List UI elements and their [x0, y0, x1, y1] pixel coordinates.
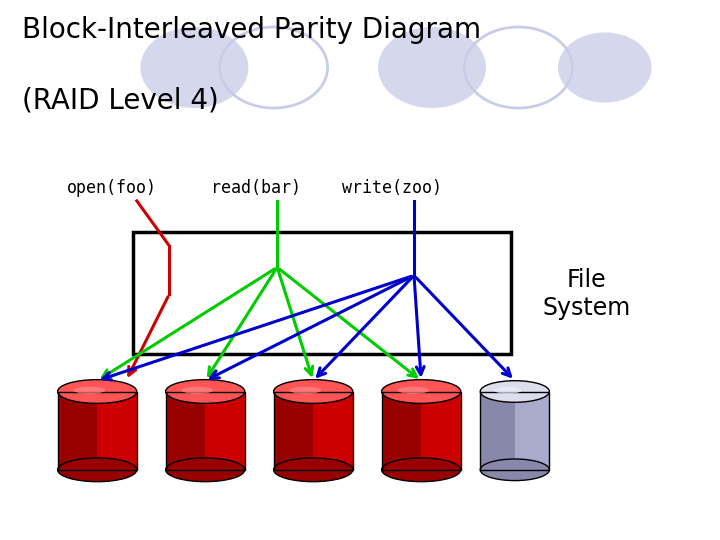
Ellipse shape [166, 380, 245, 403]
Ellipse shape [58, 380, 137, 403]
Ellipse shape [480, 381, 549, 402]
Text: File
System: File System [543, 268, 631, 320]
Circle shape [558, 32, 652, 103]
Text: Block-Interleaved Parity Diagram: Block-Interleaved Parity Diagram [22, 16, 481, 44]
Ellipse shape [181, 387, 213, 394]
Bar [382, 392, 461, 470]
Ellipse shape [397, 387, 429, 394]
Bar [166, 392, 245, 470]
Bar [515, 392, 549, 470]
Bar [58, 392, 97, 470]
Bar [313, 392, 353, 470]
Bar [97, 392, 137, 470]
Bar [274, 392, 313, 470]
Ellipse shape [382, 380, 461, 403]
Bar [58, 392, 137, 470]
Bar [274, 392, 353, 470]
Bar [480, 392, 549, 470]
Bar [421, 392, 461, 470]
Text: (RAID Level 4): (RAID Level 4) [22, 86, 218, 114]
Ellipse shape [289, 387, 321, 394]
Bar [166, 392, 205, 470]
Bar [382, 392, 421, 470]
Ellipse shape [494, 387, 522, 394]
Ellipse shape [73, 387, 105, 394]
Ellipse shape [58, 458, 137, 482]
Ellipse shape [382, 458, 461, 482]
Text: read(bar): read(bar) [210, 179, 301, 197]
Bar [480, 392, 515, 470]
Circle shape [140, 27, 248, 108]
Text: open(foo): open(foo) [66, 179, 157, 197]
Ellipse shape [480, 459, 549, 481]
Ellipse shape [274, 380, 353, 403]
Bar [133, 232, 511, 354]
Text: write(zoo): write(zoo) [343, 179, 442, 197]
Circle shape [378, 27, 486, 108]
Ellipse shape [166, 458, 245, 482]
Ellipse shape [274, 458, 353, 482]
Bar [205, 392, 245, 470]
